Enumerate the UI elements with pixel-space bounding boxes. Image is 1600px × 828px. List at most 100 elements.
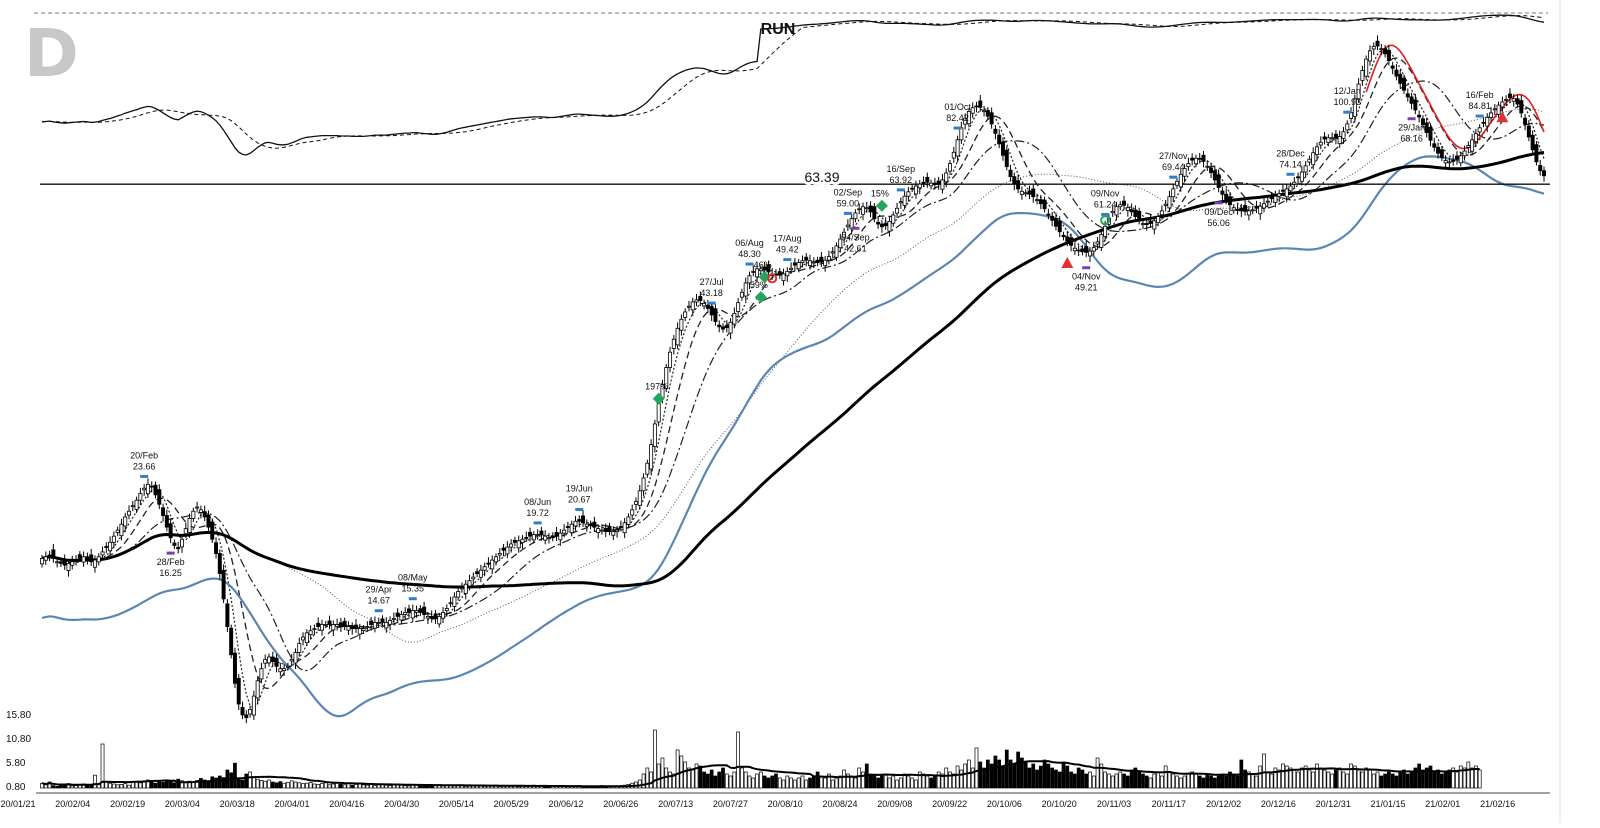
- candle-body: [1394, 69, 1399, 77]
- candle-body: [842, 231, 847, 238]
- candle: [1409, 92, 1414, 110]
- candle-body: [531, 534, 536, 541]
- volume-bar: [1020, 757, 1024, 789]
- candle: [1231, 204, 1236, 214]
- candle-body: [1190, 157, 1195, 161]
- volume-bar: [1345, 773, 1350, 789]
- volume-bar: [1178, 777, 1183, 789]
- candle: [459, 582, 464, 593]
- candle-body: [1012, 176, 1017, 185]
- candle-body: [925, 176, 930, 183]
- volume-bar: [112, 783, 116, 789]
- pivot-date-label: 20/Feb: [130, 450, 158, 460]
- candle: [584, 519, 589, 532]
- candle: [1269, 192, 1274, 203]
- candle-body: [441, 612, 446, 619]
- candle: [966, 107, 971, 128]
- candle-body: [1144, 223, 1149, 225]
- pivot-value-label: 68.16: [1400, 134, 1423, 144]
- volume-bar: [849, 775, 854, 789]
- volume-bar: [1379, 775, 1384, 789]
- volume-bar: [1269, 773, 1274, 789]
- candle: [944, 168, 949, 188]
- candle: [645, 459, 650, 478]
- candle-body: [425, 616, 430, 619]
- candle-body: [1201, 154, 1206, 162]
- candle-body: [55, 561, 60, 564]
- candle-body: [195, 506, 200, 509]
- candle: [887, 216, 892, 237]
- volume-bar: [214, 777, 218, 789]
- candle-body: [1496, 104, 1501, 115]
- candle-body: [826, 256, 831, 261]
- candle-body: [528, 531, 533, 537]
- candle-body: [145, 483, 150, 495]
- candle-body: [728, 321, 733, 334]
- candle: [138, 488, 143, 506]
- volume-bar: [1031, 763, 1036, 789]
- candle-body: [630, 509, 635, 516]
- candle-body: [410, 610, 415, 619]
- candle: [1466, 141, 1471, 154]
- candle-body: [777, 271, 782, 276]
- volume-bar: [793, 779, 797, 789]
- candle: [554, 526, 559, 542]
- candle-body: [1315, 146, 1319, 155]
- candle: [1333, 130, 1338, 145]
- candle: [444, 604, 449, 617]
- candle: [664, 363, 669, 392]
- candle-body: [1038, 199, 1043, 205]
- candle-body: [1103, 225, 1108, 237]
- candle-body: [1050, 215, 1055, 221]
- volume-bar: [316, 784, 321, 789]
- candle: [248, 705, 253, 718]
- x-tick-label: 20/10/20: [1042, 799, 1077, 809]
- volume-bar: [1186, 773, 1191, 789]
- volume-bar: [407, 785, 411, 789]
- candle-body: [1542, 170, 1546, 177]
- candle: [1534, 141, 1539, 166]
- candle-body: [1099, 234, 1104, 248]
- candle: [615, 525, 620, 538]
- volume-bar: [887, 777, 892, 789]
- candle-body: [127, 510, 132, 516]
- candle-body: [1095, 241, 1100, 245]
- volume-bar: [970, 767, 975, 789]
- candle: [1220, 186, 1225, 201]
- volume-bar: [649, 771, 653, 789]
- candle-body: [1042, 199, 1047, 210]
- candle: [1367, 45, 1372, 66]
- candle-body: [1057, 220, 1062, 233]
- candle: [732, 307, 737, 329]
- candle: [1436, 142, 1441, 159]
- candle: [297, 637, 302, 657]
- volume-bar: [350, 784, 355, 789]
- candle: [1451, 154, 1456, 166]
- candle-body: [497, 553, 502, 556]
- candle: [698, 291, 703, 307]
- candle-body: [183, 528, 188, 535]
- candle: [970, 102, 975, 119]
- candle: [622, 517, 627, 539]
- candle: [1171, 184, 1176, 203]
- candle: [437, 612, 442, 628]
- candle: [1473, 128, 1478, 148]
- candle: [1118, 201, 1123, 211]
- candle: [391, 612, 396, 623]
- candle: [1023, 189, 1028, 197]
- candle-body: [724, 325, 729, 328]
- volume-bar: [997, 759, 1002, 789]
- candle: [512, 536, 517, 546]
- candle-body: [1159, 210, 1164, 216]
- x-tick-label: 20/05/29: [494, 799, 529, 809]
- candle: [618, 520, 623, 532]
- x-tick-label: 20/04/30: [384, 799, 419, 809]
- ma-long-line: [41, 151, 1545, 589]
- candle: [127, 505, 132, 520]
- volume-bar: [948, 771, 952, 789]
- ma-medium-line: [41, 57, 1545, 690]
- candle-body: [316, 622, 321, 627]
- candle-body: [766, 264, 771, 273]
